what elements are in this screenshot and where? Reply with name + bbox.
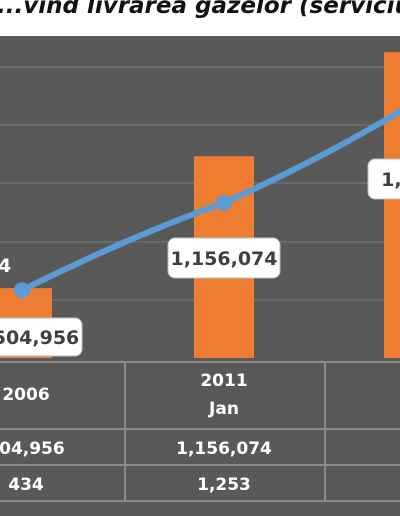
chart-title: ...vind livrarea gazelor (serviciul de t… — [0, 0, 400, 19]
row-line-value-0: 504,956 — [0, 439, 65, 459]
data-label-box-1 — [167, 237, 281, 279]
header-year-0: 2006 — [2, 385, 49, 405]
data-table: 2006 2011 Jan 504,956 1,156,074 1,9 434 1,253 — [0, 361, 400, 502]
title-bar: ...vind livrarea gazelor (serviciul de t… — [0, 0, 400, 36]
data-label-2: 1,9 — [381, 169, 400, 191]
bar-2 — [384, 52, 400, 358]
data-label-box-0 — [0, 317, 83, 357]
bars — [0, 52, 400, 358]
row-bar-value-0: 434 — [8, 475, 44, 495]
row-line-value-2: 1,9 — [399, 439, 400, 459]
chart: 504,956 1,156,074 1,9 4 2006 2011 Jan 504,956… — [0, 52, 400, 502]
row-bar-value-1: 1,253 — [197, 475, 251, 495]
callouts: 504,956 1,156,074 1,9 — [0, 158, 400, 357]
data-label-box-2 — [367, 158, 400, 200]
line-point-0 — [14, 282, 30, 299]
data-label-1: 1,156,074 — [171, 248, 278, 270]
row-line-value-1: 1,156,074 — [176, 439, 272, 459]
header-year-1: 2011 — [200, 371, 247, 391]
header-month-1: Jan — [208, 399, 239, 419]
line-layer — [14, 108, 400, 299]
data-label-0: 504,956 — [0, 327, 79, 349]
line-point-1 — [216, 194, 232, 211]
left-axis-label: 4 — [0, 255, 11, 277]
